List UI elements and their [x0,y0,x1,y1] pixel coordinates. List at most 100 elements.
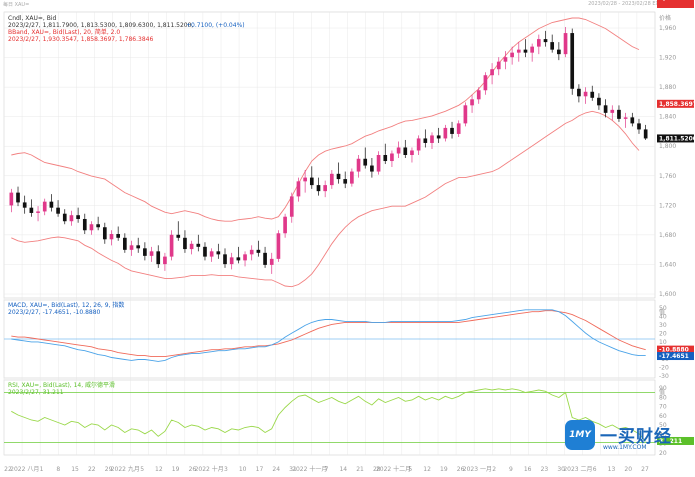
candle-body [490,69,494,76]
candle-body [583,91,588,97]
candle-body [476,90,481,100]
x-axis-tick: 17 [256,466,264,473]
candle-body [183,237,187,250]
signal-value-badge-bg [657,352,694,361]
candle-body [223,254,227,265]
candle-body [209,251,214,257]
candle-body [196,243,201,247]
candle-body [570,33,575,89]
candle-body [76,215,80,219]
x-axis-tick: 2022 九月 [111,465,140,473]
candle-body [29,207,34,213]
x-axis-tick: 7 [325,466,329,473]
x-axis-tick: 31 [289,466,297,473]
bollinger-upper-band [11,17,640,222]
candle-body [149,251,154,256]
candle-body [577,88,581,97]
rsi-axis-tick: 90 [659,385,667,392]
candle-body [456,123,461,134]
candle-body [303,177,307,182]
macd-value-badge: -10.8880 [659,347,689,354]
candle-body [289,196,294,217]
bollinger-lower-band [11,110,640,288]
rsi-value-badge-bg [657,436,694,445]
candle-body [463,105,468,124]
candle-body [470,99,474,106]
candle-body [637,123,641,130]
candle-body [189,243,194,250]
price-legend-title: Cndl, XAU=, Bid [8,15,57,22]
candle-body [263,252,267,265]
candle-body [296,181,301,197]
candle-body [256,249,261,253]
candle-body [516,49,521,53]
rsi-value-badge: 31.211 [659,438,682,445]
candle-body [590,91,595,98]
candle-body [316,185,321,192]
last-price-badge: 1,811.5200 [659,135,695,142]
candle-body [156,251,161,265]
x-axis-tick: 2022 十月 [195,465,224,473]
candle-body [630,117,635,124]
candle-body [203,246,207,257]
x-axis-tick: 16 [524,466,532,473]
candle-body [309,177,314,186]
candle-body [403,147,408,155]
rsi-axis-tick: 40 [659,431,667,438]
x-axis-tick: 23 [541,466,549,473]
candle-body [102,227,107,240]
candle-body [597,97,601,106]
rsi-axis-header: 值 [659,388,665,396]
x-axis-tick: 9 [509,466,513,473]
candle-body [276,233,281,259]
rsi-axis-tick: 60 [659,413,667,420]
candle-body [543,39,548,43]
x-axis-tick: 1 [40,466,44,473]
candle-body [229,257,234,265]
candle-body [36,211,40,213]
brand-logo-text: 一买财经 [600,427,672,447]
bband-mid-badge: 1,858.3697 [659,101,695,108]
candle-body [336,173,341,180]
macd-axis-header: 值 [659,308,665,316]
candle-body [169,234,174,257]
x-axis-tick: 12 [155,466,163,473]
candle-body [530,46,534,53]
candle-body [109,234,114,240]
bband-legend-values: 2023/2/27, 1,930.3547, 1,858.3697, 1,786… [8,36,153,43]
x-axis-tick: 22 [88,466,96,473]
candle-body [416,138,421,151]
macd-line [11,309,646,362]
candle-body [56,207,60,214]
bband-lower-badge-bg [657,0,694,8]
macd-axis-tick: 50 [659,305,667,312]
candle-body [383,155,388,162]
candle-body [503,57,508,62]
x-axis-tick: 19 [172,466,180,473]
price-axis-tick: 1,760 [659,173,676,180]
x-axis-tick: 2022 十二月 [376,465,411,473]
bband-lower-badge: 1,786.3846 [659,0,695,2]
candle-body [163,256,167,265]
x-axis-tick: 2022 八月 [10,466,39,473]
brand-logo-url: www.1MY.COM [603,444,647,451]
candle-body [89,224,94,231]
macd-signal-line [11,310,646,358]
candle-body [143,248,147,256]
candle-body [443,127,448,139]
x-axis-tick: 3 [224,466,228,473]
candle-body [523,49,528,53]
rsi-axis-tick: 50 [659,422,667,429]
candle-body [536,39,541,47]
macd-axis-tick: -20 [659,365,669,372]
candle-body [430,135,434,143]
candle-body [16,192,20,203]
price-axis-tick: 1,960 [659,25,676,32]
candle-body [557,49,561,55]
price-axis-tick: 1,880 [659,84,676,91]
candle-body [9,192,14,206]
x-axis-tick: 19 [440,466,448,473]
x-axis-tick: 26 [189,466,197,473]
x-axis-tick: 10 [239,466,247,473]
